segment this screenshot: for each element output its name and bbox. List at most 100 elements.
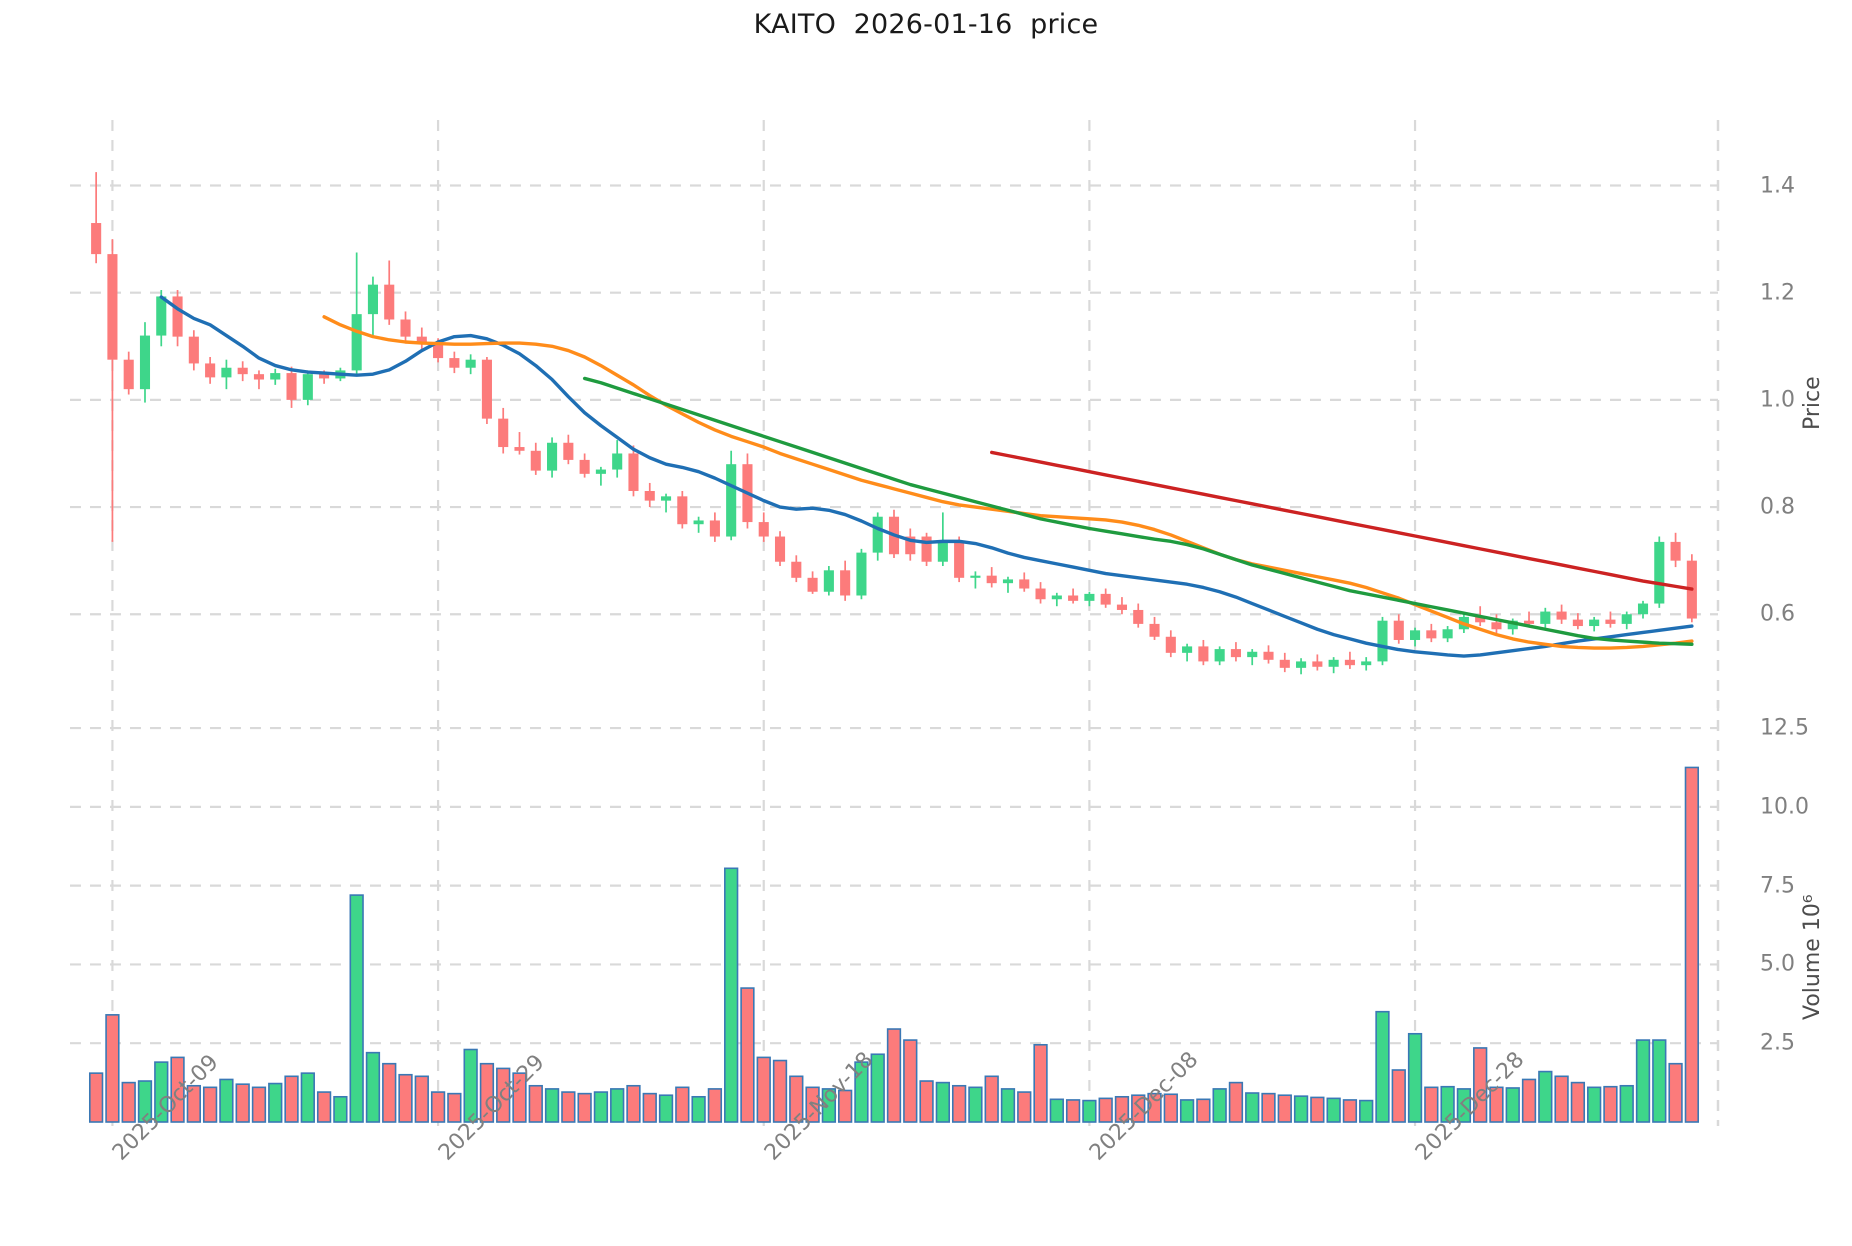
volume-bar <box>1473 1047 1488 1123</box>
volume-bar <box>789 1075 804 1123</box>
volume-bar <box>137 1080 153 1123</box>
volume-bar <box>1505 1087 1520 1123</box>
candle-body <box>351 314 362 371</box>
volume-tick-label: 7.5 <box>1760 873 1795 899</box>
volume-bar <box>886 1028 902 1123</box>
volume-bar <box>1114 1095 1130 1123</box>
candle-body <box>1116 604 1128 610</box>
volume-bar <box>1277 1094 1292 1123</box>
candle-body <box>1670 541 1681 561</box>
volume-bar <box>365 1051 381 1123</box>
volume-bar <box>284 1075 299 1123</box>
candle-body <box>1263 651 1274 660</box>
candle-body <box>1230 649 1241 658</box>
volume-bar <box>984 1075 999 1123</box>
volume-bar <box>1440 1085 1455 1123</box>
candle-body <box>1198 646 1209 662</box>
volume-bar <box>463 1048 478 1123</box>
volume-bar <box>414 1075 429 1123</box>
candle-body <box>1475 616 1486 623</box>
candle-body <box>188 336 199 364</box>
candle-body <box>1556 611 1567 620</box>
candle-body <box>319 374 330 379</box>
volume-bar <box>1489 1086 1504 1123</box>
chart-title: KAITO 2026-01-16 price <box>753 9 1099 40</box>
volume-bar <box>496 1067 511 1123</box>
volume-bar <box>1326 1097 1341 1123</box>
candle-body <box>1165 636 1176 653</box>
candle-body <box>302 374 313 400</box>
ma-line-ma-long <box>582 376 1694 646</box>
candle-body <box>1426 630 1437 639</box>
volume-bar <box>528 1084 543 1123</box>
candle-body <box>612 453 623 470</box>
volume-bar <box>1554 1075 1569 1123</box>
volume-bar <box>1521 1078 1537 1123</box>
candle-body <box>807 577 818 592</box>
candle-body <box>221 367 232 378</box>
volume-bar <box>1098 1097 1113 1123</box>
volume-bar <box>105 1014 120 1123</box>
candle-body <box>91 223 102 255</box>
volume-bar <box>1228 1081 1244 1123</box>
candle-body <box>449 358 460 368</box>
volume-bar <box>1635 1039 1651 1123</box>
candle-body <box>872 516 883 553</box>
candle-body <box>758 522 769 537</box>
candle-body <box>644 490 655 501</box>
volume-bar <box>235 1083 250 1123</box>
candle-body <box>1344 659 1355 666</box>
volume-bar <box>724 867 739 1123</box>
candle-body <box>1589 619 1600 627</box>
volume-bar <box>691 1095 706 1123</box>
volume-bar <box>1082 1099 1097 1123</box>
ma-line-ma-short <box>159 295 1694 658</box>
volume-bar <box>610 1088 625 1123</box>
volume-bar <box>1196 1098 1211 1123</box>
volume-bar <box>154 1061 169 1123</box>
price-tick-label: 1.2 <box>1760 280 1795 306</box>
volume-bar <box>544 1088 560 1123</box>
volume-bar <box>903 1039 918 1123</box>
candle-body <box>921 536 932 562</box>
volume-bar <box>186 1084 201 1123</box>
volume-bar <box>642 1092 657 1123</box>
volume-bar <box>805 1086 820 1123</box>
volume-bar <box>382 1062 397 1123</box>
volume-bar <box>479 1062 495 1123</box>
candle-body <box>514 447 525 451</box>
volume-bar <box>854 1061 869 1123</box>
volume-tick-label: 5.0 <box>1760 951 1795 977</box>
volume-bar <box>772 1059 788 1123</box>
volume-bar <box>577 1092 592 1123</box>
volume-bar <box>219 1078 234 1123</box>
volume-tick-label: 2.5 <box>1760 1030 1795 1056</box>
candle-body <box>107 254 118 360</box>
candle-body <box>986 575 997 584</box>
candle-body <box>937 541 948 562</box>
candle-body <box>1572 619 1583 627</box>
candle-body <box>1312 661 1323 667</box>
volume-bar <box>740 987 755 1123</box>
volume-bar <box>447 1092 462 1123</box>
candle-body <box>1296 661 1307 668</box>
candle-body <box>660 496 672 501</box>
candle-body <box>1491 622 1502 630</box>
volume-bar <box>919 1080 934 1123</box>
candle-body <box>840 570 851 596</box>
candle-body <box>856 552 867 596</box>
candle-body <box>156 296 167 336</box>
volume-bar <box>756 1056 771 1123</box>
candle-body <box>693 520 704 525</box>
candle-body <box>1523 620 1535 624</box>
volume-bar <box>349 894 364 1123</box>
volume-series <box>88 766 1700 1123</box>
ma-line-ma-xlong <box>990 450 1694 591</box>
volume-bar <box>1017 1091 1032 1123</box>
price-tick-label: 0.8 <box>1760 494 1795 520</box>
volume-axis-title: Volume 10⁶ <box>1800 894 1825 1020</box>
volume-bar <box>1359 1099 1374 1123</box>
volume-bar <box>1684 766 1700 1123</box>
